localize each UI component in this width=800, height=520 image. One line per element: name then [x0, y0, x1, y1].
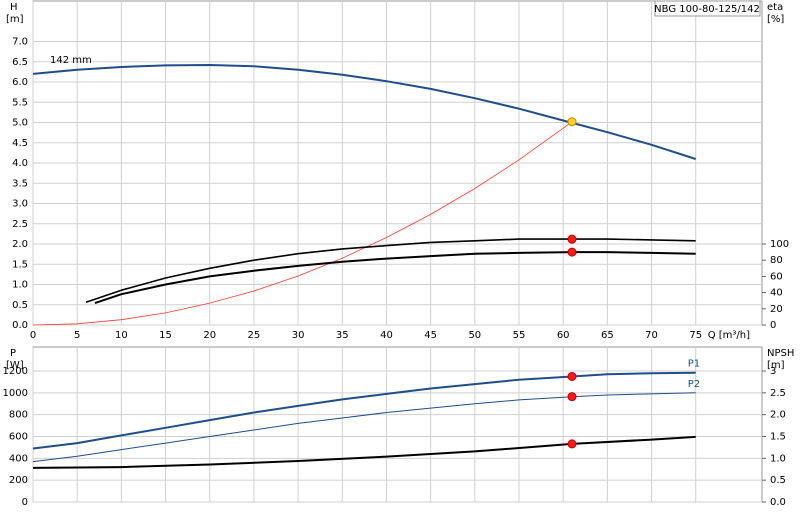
curve	[32, 121, 573, 326]
x-tick-label: 15	[159, 330, 172, 341]
x-tick-label: 30	[292, 330, 305, 341]
x-tick-label: 70	[645, 330, 658, 341]
y2-tick-label: 60	[770, 271, 783, 282]
y2-tick-label: 2.0	[770, 410, 786, 421]
y2-tick-label: 100	[770, 239, 789, 250]
y2-tick-label: 0.0	[770, 497, 786, 508]
y2-tick-label: 2.5	[770, 388, 786, 399]
x-tick-label: 20	[203, 330, 216, 341]
y-tick-label: 800	[9, 410, 28, 421]
x-axis-label: Q [m³/h]	[708, 330, 750, 341]
curve-label: 142 mm	[50, 55, 92, 66]
y-tick-label: 200	[9, 475, 28, 486]
y2-axis-label: NPSH	[767, 348, 794, 359]
y2-tick-label: 1.5	[770, 432, 786, 443]
operating-point	[567, 117, 577, 127]
x-tick-label: 0	[30, 330, 36, 341]
curve-label: P1	[688, 359, 700, 370]
y2-axis-unit: [%]	[767, 14, 784, 25]
y2-axis-label: eta	[767, 2, 783, 13]
y-tick-label: 1.5	[12, 259, 28, 270]
y-axis-unit: [W]	[6, 360, 24, 371]
y-tick-label: 2.0	[12, 239, 28, 250]
y-tick-label: 400	[9, 453, 28, 464]
y-tick-label: 1.0	[12, 280, 28, 291]
y-tick-label: 4.5	[12, 138, 28, 149]
operating-point	[567, 392, 577, 402]
x-tick-label: 60	[557, 330, 570, 341]
y-axis-label: H	[10, 2, 18, 13]
y-tick-label: 2.5	[12, 219, 28, 230]
operating-point	[567, 439, 577, 449]
y-tick-label: 1200	[3, 366, 28, 377]
y-tick-label: 6.5	[12, 57, 28, 68]
y-axis-unit: [m]	[6, 14, 24, 25]
title-box	[654, 0, 761, 17]
operating-point	[567, 371, 577, 381]
y-tick-label: 600	[9, 432, 28, 443]
x-tick-label: 50	[468, 330, 481, 341]
x-tick-label: 25	[248, 330, 261, 341]
operating-point	[567, 247, 577, 257]
y-tick-label: 0	[22, 497, 28, 508]
curve	[32, 435, 696, 469]
curve	[94, 251, 696, 305]
y2-tick-label: 40	[770, 288, 783, 299]
y-tick-label: 3.0	[12, 199, 28, 210]
y2-tick-label: 0.5	[770, 475, 786, 486]
x-tick-label: 75	[689, 330, 702, 341]
x-tick-label: 45	[424, 330, 437, 341]
y-tick-label: 4.0	[12, 158, 28, 169]
y2-tick-label: 80	[770, 255, 783, 266]
x-tick-label: 35	[336, 330, 349, 341]
x-tick-label: 55	[513, 330, 526, 341]
y-tick-label: 3.5	[12, 178, 28, 189]
y2-axis-unit: [m]	[767, 360, 785, 371]
y-tick-label: 7.0	[12, 37, 28, 48]
x-tick-label: 5	[74, 330, 80, 341]
y-tick-label: 5.5	[12, 97, 28, 108]
y2-tick-label: 3	[770, 366, 776, 377]
y-tick-label: 1000	[3, 388, 28, 399]
curve	[85, 238, 696, 304]
y2-tick-label: 0	[770, 320, 776, 331]
x-tick-label: 10	[115, 330, 128, 341]
curve	[32, 64, 697, 160]
y2-tick-label: 1.0	[770, 453, 786, 464]
x-tick-label: 65	[601, 330, 614, 341]
curve	[32, 392, 696, 463]
plot-area	[32, 346, 763, 503]
y2-tick-label: 20	[770, 304, 783, 315]
chart-title: NBG 100-80-125/142	[654, 4, 760, 15]
curve	[32, 371, 696, 450]
y-tick-label: 0.5	[12, 300, 28, 311]
y-tick-label: 5.0	[12, 118, 28, 129]
operating-point	[567, 234, 577, 244]
curve-label: P2	[688, 379, 700, 390]
y-tick-label: 6.0	[12, 77, 28, 88]
y-tick-label: 0.0	[12, 320, 28, 331]
y-axis-label: P	[10, 348, 16, 359]
x-tick-label: 40	[380, 330, 393, 341]
